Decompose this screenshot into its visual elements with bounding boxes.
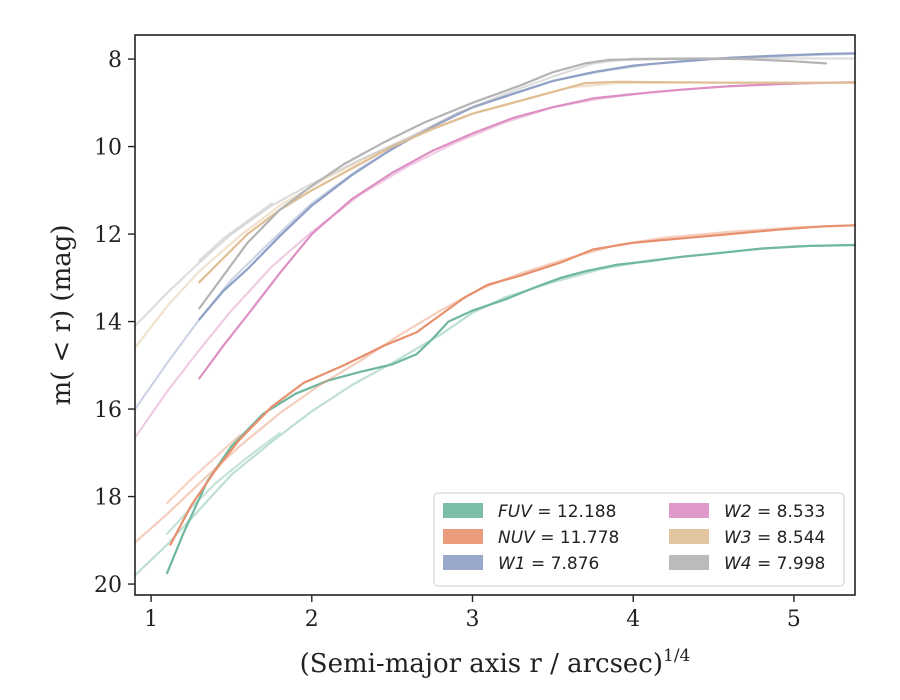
legend-label-fuv: FUV = 12.188 xyxy=(498,502,616,522)
legend-label-w3: W3 = 8.544 xyxy=(724,528,825,548)
legend-label-nuv: NUV = 11.778 xyxy=(498,528,619,548)
series-line-w1-dark xyxy=(198,52,857,321)
series-line-nuv-light2 xyxy=(166,434,241,505)
y-tick-label: 14 xyxy=(94,311,122,336)
series-line-w2-dark xyxy=(198,81,857,380)
x-tick-label: 3 xyxy=(466,607,480,632)
legend-swatch-w2 xyxy=(669,503,709,518)
plot-frame xyxy=(134,34,856,596)
x-tick-label: 5 xyxy=(787,607,801,632)
legend: FUV = 12.188 NUV = 11.778 W1 = 7.876 W2 = 8… xyxy=(433,492,845,587)
series-line-nuv-light xyxy=(133,224,857,544)
x-axis-label-exponent: 1/4 xyxy=(663,646,690,666)
x-tick-label: 2 xyxy=(305,607,319,632)
legend-swatch-w1 xyxy=(443,555,483,570)
x-axis: 1 2 3 4 5 xyxy=(144,595,801,632)
legend-swatch-fuv xyxy=(443,503,483,518)
series-line-w3-light xyxy=(133,81,857,349)
legend-label-w1: W1 = 7.876 xyxy=(498,554,599,574)
legend-label-w4: W4 = 7.998 xyxy=(724,554,825,574)
legend-label-w2: W2 = 8.533 xyxy=(724,502,825,522)
legend-box xyxy=(433,492,845,587)
series-line-w2-light xyxy=(133,81,857,439)
series-line-nuv-dark xyxy=(169,224,857,546)
y-tick-label: 20 xyxy=(94,573,122,598)
series-line-w3-dark xyxy=(198,80,857,284)
legend-swatch-w4 xyxy=(669,555,709,570)
y-axis-label: m( < r) (mag) xyxy=(47,224,77,405)
y-tick-label: 8 xyxy=(108,48,122,73)
y-tick-label: 18 xyxy=(94,486,122,511)
plot-lines xyxy=(133,52,857,577)
x-tick-label: 1 xyxy=(144,607,158,632)
y-tick-label: 12 xyxy=(94,223,122,248)
series-line-w4-light2 xyxy=(198,202,273,262)
series-line-w4-light xyxy=(133,57,857,327)
x-tick-label: 4 xyxy=(626,607,640,632)
y-tick-label: 16 xyxy=(94,398,122,423)
x-axis-label: (Semi-major axis r / arcsec)1/4 xyxy=(300,646,691,679)
series-line-fuv-light2 xyxy=(166,432,281,535)
legend-swatch-w3 xyxy=(669,529,709,544)
y-tick-label: 10 xyxy=(94,136,122,161)
series-line-w4-dark xyxy=(198,57,828,310)
y-axis: 8 10 12 14 16 18 20 xyxy=(94,48,135,598)
legend-swatch-nuv xyxy=(443,529,483,544)
series-line-fuv-dark xyxy=(166,243,857,575)
